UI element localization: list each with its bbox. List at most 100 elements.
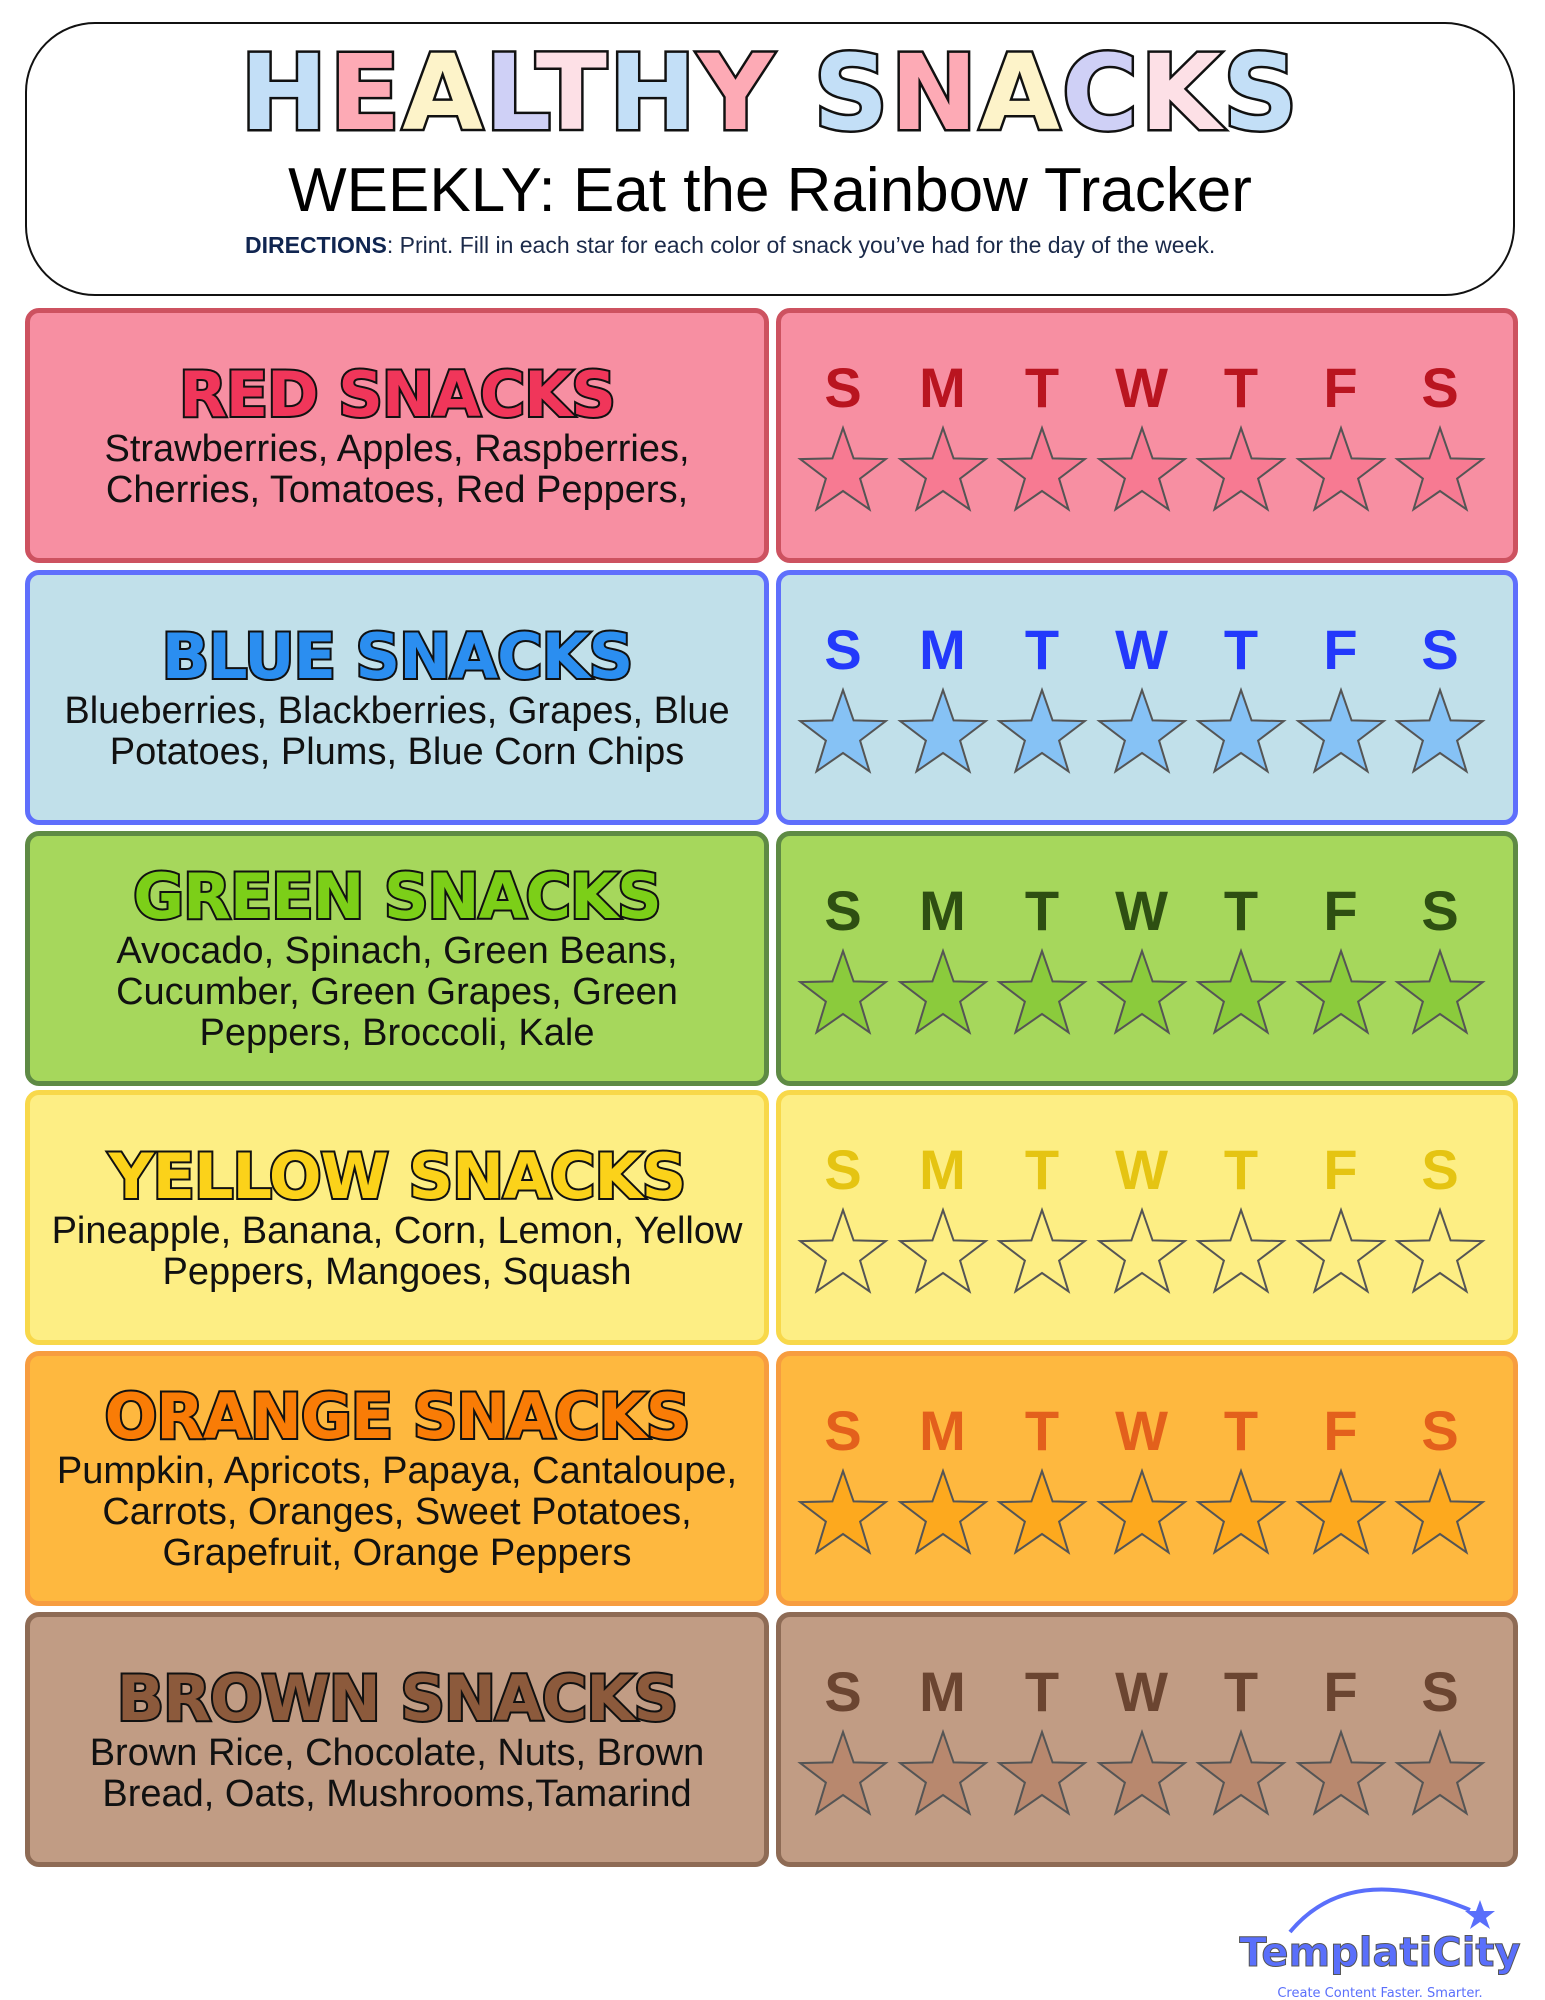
star-checkbox-icon[interactable]	[797, 948, 889, 1038]
day-label: S	[1421, 1399, 1459, 1462]
day-label: T	[1024, 1138, 1060, 1201]
star-checkbox-icon[interactable]	[1195, 1729, 1287, 1819]
star-checkbox-icon[interactable]	[896, 948, 989, 1038]
star-checkbox-icon[interactable]	[1095, 1207, 1188, 1297]
directions-text: : Print. Fill in each star for each colo…	[386, 232, 1216, 258]
day-label: M	[919, 879, 966, 942]
star-checkbox-icon[interactable]	[1095, 1468, 1188, 1558]
star-checkbox-icon[interactable]	[996, 1468, 1088, 1558]
star-checkbox-icon[interactable]	[1294, 1207, 1387, 1297]
day-label: T	[1024, 1399, 1060, 1462]
day-label: S	[824, 1138, 862, 1201]
star-checkbox-icon[interactable]	[1394, 948, 1486, 1038]
title-letter	[775, 32, 813, 154]
star-checkbox-icon[interactable]	[1195, 1468, 1287, 1558]
star-checkbox-icon[interactable]	[797, 687, 889, 777]
day-label: S	[824, 618, 862, 681]
star-checkbox-icon[interactable]	[996, 687, 1088, 777]
category-info-panel: BLUE SNACKS Blueberries, Blackberries, Gr…	[25, 570, 769, 825]
day-label: S	[824, 879, 862, 942]
day-label: F	[1323, 1399, 1358, 1462]
logo-star-icon	[1465, 1900, 1495, 1929]
star-checkbox-icon[interactable]	[1294, 1729, 1387, 1819]
day-label: T	[1024, 879, 1060, 942]
star-checkbox-icon[interactable]	[1095, 1729, 1188, 1819]
day-label: F	[1323, 1660, 1358, 1723]
day-label: T	[1223, 1399, 1259, 1462]
title-letter: A	[400, 30, 485, 157]
day-label: T	[1223, 1660, 1259, 1723]
directions-label: DIRECTIONS	[245, 232, 387, 258]
title-letter: H	[606, 30, 698, 157]
day-label: S	[1421, 879, 1459, 942]
star-checkbox-icon[interactable]	[1294, 425, 1387, 515]
category-info-panel: RED SNACKS Strawberries, Apples, Raspberr…	[25, 308, 769, 563]
star-checkbox-icon[interactable]	[797, 1207, 889, 1297]
day-label: S	[1421, 356, 1459, 419]
star-checkbox-icon[interactable]	[1195, 1207, 1287, 1297]
star-checkbox-icon[interactable]	[996, 1207, 1088, 1297]
category-title: YELLOW SNACKS	[107, 1139, 688, 1213]
day-label: T	[1024, 356, 1060, 419]
star-checkbox-icon[interactable]	[1294, 687, 1387, 777]
title-letter: A	[977, 30, 1062, 157]
category-items: Avocado, Spinach, Green Beans, Cucumber,…	[116, 930, 678, 1054]
star-checkbox-icon[interactable]	[1195, 948, 1287, 1038]
title-letter: Y	[695, 30, 776, 157]
day-label: M	[919, 1660, 966, 1723]
day-label: W	[1115, 879, 1168, 942]
star-checkbox-icon[interactable]	[1095, 687, 1188, 777]
star-checkbox-icon[interactable]	[1195, 687, 1287, 777]
day-label: W	[1115, 618, 1168, 681]
star-checkbox-icon[interactable]	[1195, 425, 1287, 515]
title-letter: C	[1059, 30, 1141, 157]
day-label: M	[919, 1399, 966, 1462]
star-checkbox-icon[interactable]	[1394, 1207, 1486, 1297]
day-label: W	[1115, 356, 1168, 419]
star-checkbox-icon[interactable]	[1095, 425, 1188, 515]
day-label: W	[1115, 1399, 1168, 1462]
header-box: HEALTHY SNACKS WEEKLY: Eat the Rainbow T…	[25, 22, 1515, 296]
star-checkbox-icon[interactable]	[1294, 1468, 1387, 1558]
star-checkbox-icon[interactable]	[996, 948, 1088, 1038]
day-label: F	[1323, 879, 1358, 942]
day-label: F	[1323, 618, 1358, 681]
day-label: S	[1421, 1138, 1459, 1201]
star-checkbox-icon[interactable]	[896, 1207, 989, 1297]
day-label: S	[1421, 1660, 1459, 1723]
star-checkbox-icon[interactable]	[1394, 687, 1486, 777]
category-info-panel: ORANGE SNACKS Pumpkin, Apricots, Papaya, …	[25, 1351, 769, 1606]
logo-tagline: Create Content Faster. Smarter.	[1277, 1986, 1482, 2000]
day-label: F	[1323, 356, 1358, 419]
page-title: HEALTHY SNACKS	[27, 30, 1513, 157]
star-checkbox-icon[interactable]	[797, 1468, 889, 1558]
star-checkbox-icon[interactable]	[896, 1468, 989, 1558]
day-label: T	[1024, 1660, 1060, 1723]
star-checkbox-icon[interactable]	[996, 425, 1088, 515]
category-title: ORANGE SNACKS	[103, 1380, 693, 1453]
star-checkbox-icon[interactable]	[1394, 425, 1486, 515]
star-checkbox-icon[interactable]	[797, 425, 889, 515]
title-letter: S	[811, 30, 891, 157]
star-checkbox-icon[interactable]	[896, 425, 989, 515]
logo-name: TemplatiCity	[1239, 1930, 1520, 1976]
star-checkbox-icon[interactable]	[896, 687, 989, 777]
title-letter: E	[327, 30, 403, 157]
day-label: T	[1024, 618, 1060, 681]
star-checkbox-icon[interactable]	[797, 1729, 889, 1819]
star-checkbox-icon[interactable]	[1394, 1468, 1486, 1558]
star-checkbox-icon[interactable]	[1294, 948, 1387, 1038]
star-checkbox-icon[interactable]	[1394, 1729, 1486, 1819]
day-label: M	[919, 356, 966, 419]
category-info-panel: GREEN SNACKS Avocado, Spinach, Green Bean…	[25, 831, 769, 1086]
star-checkbox-icon[interactable]	[996, 1729, 1088, 1819]
star-checkbox-icon[interactable]	[896, 1729, 989, 1819]
title-letter: S	[1220, 30, 1300, 157]
star-checkbox-icon[interactable]	[1095, 948, 1188, 1038]
